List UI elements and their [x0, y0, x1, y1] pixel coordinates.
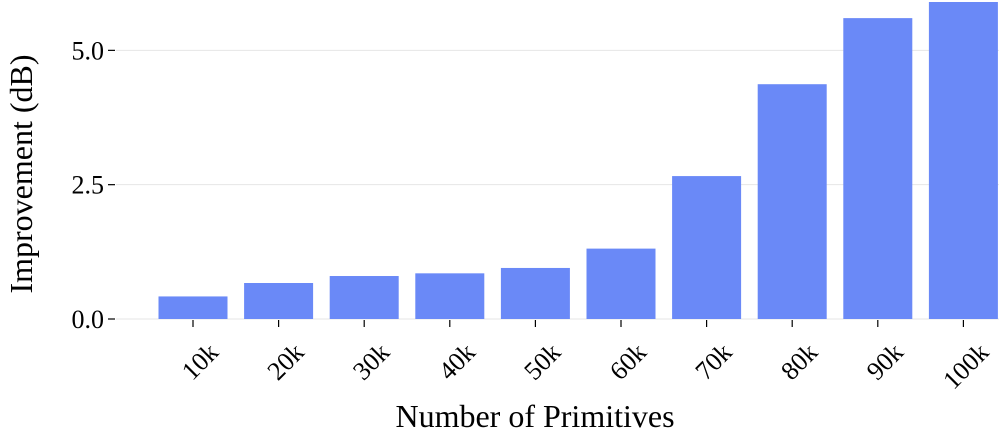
x-tick-label: 100k — [937, 338, 994, 395]
x-axis-title: Number of Primitives — [395, 398, 674, 431]
x-tick-label: 50k — [518, 338, 566, 386]
bar-10k — [158, 296, 228, 319]
bar-30k — [329, 276, 399, 319]
bar-80k — [757, 84, 827, 320]
x-tick-label: 20k — [262, 338, 310, 386]
y-axis-title: Improvement (dB) — [3, 54, 39, 293]
y-tick-label: 2.5 — [72, 171, 105, 200]
bar-20k — [244, 283, 314, 319]
bar-70k — [672, 176, 742, 319]
y-axis-ticks: 0.0 2.5 5.0 — [72, 36, 115, 334]
y-tick-label: 0.0 — [72, 305, 105, 334]
x-tick-label: 60k — [604, 338, 652, 386]
x-tick-label: 70k — [690, 338, 738, 386]
y-tick-label: 5.0 — [72, 36, 105, 65]
bar-60k — [586, 248, 656, 319]
bar-50k — [500, 267, 570, 319]
x-tick-label: 30k — [347, 338, 395, 386]
x-tick-label: 10k — [176, 338, 224, 386]
x-tick-label: 40k — [433, 338, 481, 386]
x-tick-label: 80k — [775, 338, 823, 386]
x-axis-ticks: 10k 20k 30k 40k 50k 60k 70k 80k 90k 100k — [176, 320, 995, 395]
bar-100k — [928, 2, 998, 319]
x-tick-label: 90k — [861, 338, 909, 386]
bars — [158, 2, 998, 320]
bar-90k — [843, 18, 913, 319]
bar-40k — [415, 273, 485, 319]
